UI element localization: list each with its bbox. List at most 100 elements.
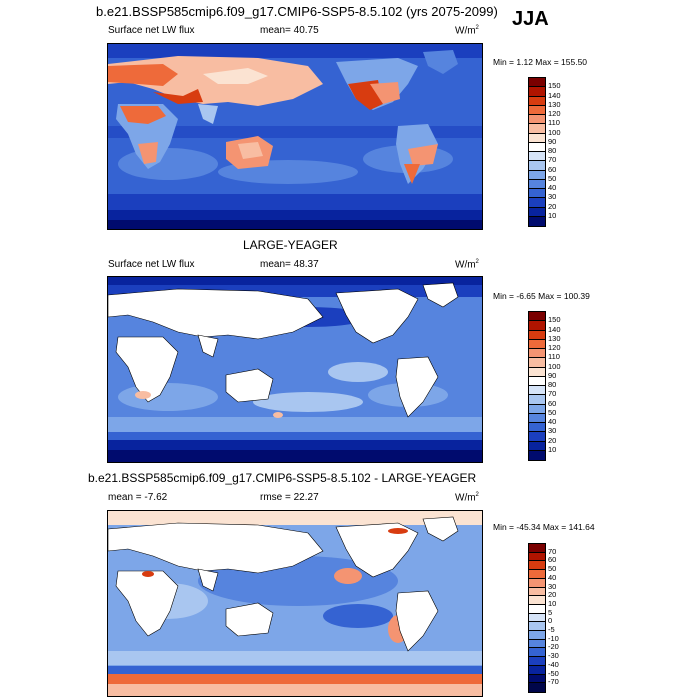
- colorbar-tick-label: 80: [548, 380, 557, 389]
- panel3-colorbar: [528, 543, 546, 693]
- colorbar-tick-label: 5: [548, 607, 553, 617]
- colorbar-tick-label: 90: [548, 370, 557, 380]
- colorbar-swatch: [529, 312, 545, 322]
- colorbar-tick-label: 30: [548, 426, 557, 436]
- colorbar-swatch: [529, 441, 545, 451]
- colorbar-swatch: [529, 413, 545, 423]
- colorbar-tick-label: 140: [548, 90, 561, 100]
- colorbar-tick-label: 40: [548, 572, 557, 582]
- colorbar-swatch: [529, 349, 545, 359]
- colorbar-swatch: [529, 450, 545, 460]
- colorbar-swatch: [529, 330, 545, 340]
- panel2-title: LARGE-YEAGER: [243, 238, 338, 252]
- colorbar-tick-label: 150: [548, 81, 561, 91]
- colorbar-swatch: [529, 622, 545, 632]
- colorbar-tick-label: 140: [548, 324, 561, 334]
- colorbar-swatch: [529, 596, 545, 605]
- colorbar-tick-label: 20: [548, 201, 557, 211]
- colorbar-tick-label: -30: [548, 651, 559, 661]
- colorbar-swatch: [529, 561, 545, 571]
- panel1-map-svg: [108, 44, 482, 229]
- colorbar-tick-label: 120: [548, 343, 561, 352]
- colorbar-swatch: [529, 189, 545, 199]
- colorbar-swatch: [529, 639, 545, 649]
- colorbar-swatch: [529, 613, 545, 623]
- colorbar-swatch: [529, 395, 545, 405]
- colorbar-swatch: [529, 321, 545, 331]
- colorbar-swatch: [529, 133, 545, 143]
- colorbar-tick-label: -40: [548, 659, 559, 669]
- colorbar-tick-label: 100: [548, 127, 561, 137]
- colorbar-swatch: [529, 170, 545, 180]
- colorbar-swatch: [529, 78, 545, 88]
- colorbar-swatch: [529, 386, 545, 396]
- colorbar-tick-label: 20: [548, 435, 557, 445]
- colorbar-swatch: [529, 604, 545, 614]
- colorbar-swatch: [529, 161, 545, 171]
- colorbar-swatch: [529, 578, 545, 588]
- panel1-colorbar: [528, 77, 546, 227]
- colorbar-tick-label: 120: [548, 109, 561, 118]
- colorbar-tick-label: 20: [548, 590, 557, 600]
- colorbar-swatch: [529, 544, 545, 553]
- panel3-min-max: Min = -45.34 Max = 141.64: [493, 522, 595, 532]
- colorbar-swatch: [529, 674, 545, 684]
- colorbar-swatch: [529, 631, 545, 640]
- colorbar-tick-label: 100: [548, 361, 561, 371]
- colorbar-tick-label: 40: [548, 183, 557, 192]
- colorbar-swatch: [529, 105, 545, 115]
- colorbar-swatch: [529, 142, 545, 152]
- panel1-map: [107, 43, 483, 230]
- colorbar-swatch: [529, 683, 545, 692]
- colorbar-tick-label: 80: [548, 146, 557, 155]
- colorbar-tick-label: 10: [548, 210, 557, 220]
- panel2-min-max: Min = -6.65 Max = 100.39: [493, 291, 590, 301]
- colorbar-tick-label: 50: [548, 407, 557, 417]
- colorbar-tick-label: 0: [548, 616, 553, 626]
- colorbar-tick-label: -20: [548, 642, 559, 652]
- panel3-rmse: rmse = 22.27: [260, 492, 319, 503]
- colorbar-swatch: [529, 404, 545, 414]
- colorbar-swatch: [529, 367, 545, 377]
- colorbar-tick-label: 110: [548, 118, 560, 128]
- panel2-variable-label: Surface net LW flux: [108, 259, 195, 270]
- panel1-min-max: Min = 1.12 Max = 155.50: [493, 57, 588, 67]
- colorbar-swatch: [529, 376, 545, 386]
- panel3-map-svg: [108, 511, 482, 696]
- colorbar-swatch: [529, 179, 545, 189]
- panel3-map: [107, 510, 483, 697]
- colorbar-swatch: [529, 207, 545, 217]
- panel2-map-svg: [108, 277, 482, 462]
- colorbar-tick-label: -70: [548, 677, 559, 687]
- panel1-title: b.e21.BSSP585cmip6.f09_g17.CMIP6-SSP5-8.…: [96, 4, 498, 19]
- colorbar-swatch: [529, 423, 545, 433]
- colorbar-swatch: [529, 358, 545, 368]
- colorbar-tick-label: -10: [548, 633, 559, 643]
- colorbar-swatch: [529, 339, 545, 349]
- colorbar-swatch: [529, 115, 545, 125]
- panel1-mean: mean= 40.75: [260, 25, 319, 36]
- colorbar-tick-label: 50: [548, 173, 557, 183]
- colorbar-tick-label: -5: [548, 625, 555, 635]
- colorbar-tick-label: 30: [548, 192, 557, 202]
- colorbar-swatch: [529, 198, 545, 208]
- colorbar-tick-label: -50: [548, 668, 559, 678]
- colorbar-swatch: [529, 665, 545, 675]
- panel2-units: W/m2: [455, 259, 479, 271]
- colorbar-tick-label: 70: [548, 546, 557, 556]
- colorbar-swatch: [529, 124, 545, 134]
- colorbar-tick-label: 90: [548, 136, 557, 146]
- colorbar-tick-label: 70: [548, 155, 557, 165]
- colorbar-swatch: [529, 657, 545, 666]
- colorbar-swatch: [529, 552, 545, 562]
- colorbar-tick-label: 50: [548, 564, 557, 574]
- colorbar-tick-label: 40: [548, 417, 557, 426]
- colorbar-tick-label: 10: [548, 444, 557, 454]
- colorbar-tick-label: 60: [548, 398, 557, 408]
- panel3-mean: mean = -7.62: [108, 492, 168, 503]
- panel2-mean: mean= 48.37: [260, 259, 319, 270]
- colorbar-swatch: [529, 587, 545, 597]
- colorbar-tick-label: 130: [548, 99, 561, 109]
- colorbar-tick-label: 150: [548, 315, 561, 325]
- colorbar-swatch: [529, 432, 545, 442]
